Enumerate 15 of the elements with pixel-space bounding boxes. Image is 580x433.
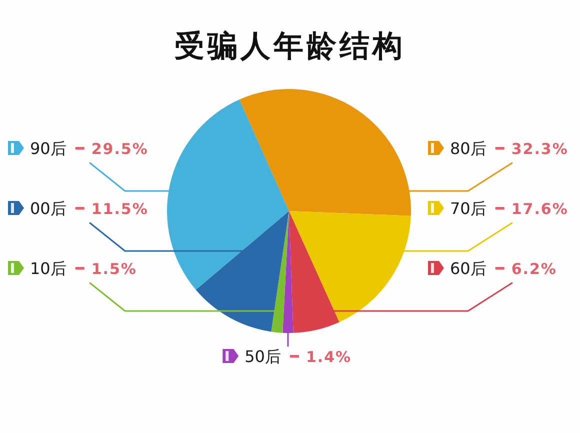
data-label: 29.5% xyxy=(91,140,148,158)
legend-label: 70后 xyxy=(450,199,486,218)
legend-label: 00后 xyxy=(30,199,66,218)
legend-label: 50后 xyxy=(244,347,281,366)
data-label: 17.6% xyxy=(511,200,568,218)
chart-title: 受骗人年龄结构 xyxy=(174,29,406,64)
data-label: 1.5% xyxy=(91,260,137,278)
data-label: 1.4% xyxy=(306,348,352,366)
data-label: 6.2% xyxy=(511,260,557,278)
legend-label: 90后 xyxy=(30,139,66,158)
legend-label: 10后 xyxy=(30,259,66,278)
data-label: 32.3% xyxy=(511,140,568,158)
legend-label: 80后 xyxy=(450,139,486,158)
data-label: 11.5% xyxy=(91,200,148,218)
legend-label: 60后 xyxy=(450,259,486,278)
